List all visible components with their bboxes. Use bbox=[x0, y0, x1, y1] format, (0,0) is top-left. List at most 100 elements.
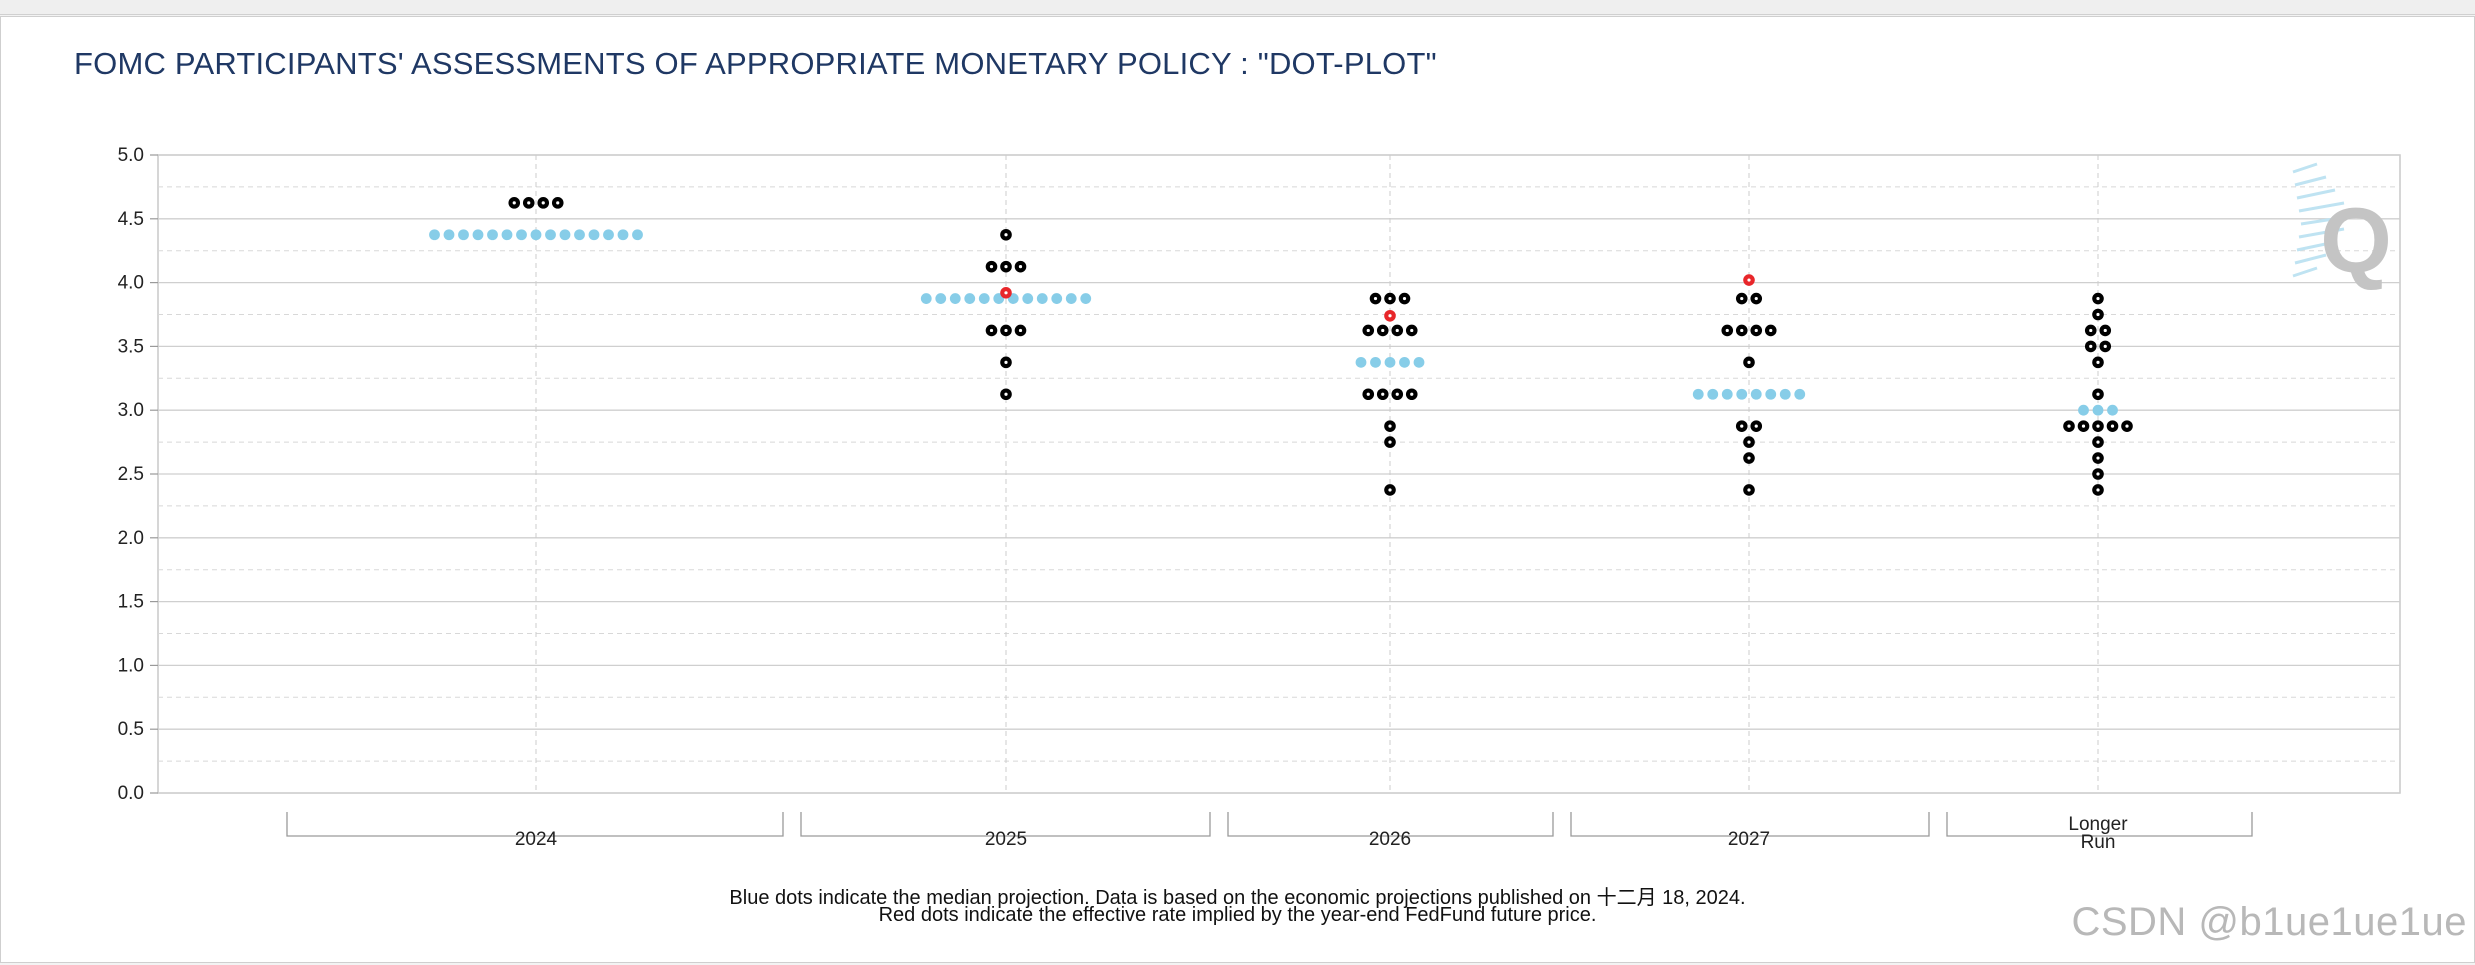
participant-dot-highlight bbox=[541, 201, 545, 205]
participant-dot-highlight bbox=[2096, 440, 2100, 444]
participant-dot-highlight bbox=[2096, 360, 2100, 364]
median-dot bbox=[443, 229, 455, 241]
watermark-text: CSDN @b1ue1ue1ue bbox=[2071, 900, 2467, 944]
logo-stripe bbox=[2296, 240, 2336, 252]
logo-stripe bbox=[2300, 214, 2354, 226]
futures-dot-highlight bbox=[1004, 291, 1008, 295]
participant-dot-highlight bbox=[1747, 488, 1751, 492]
participant-dot-highlight bbox=[1004, 265, 1008, 269]
median-dot bbox=[935, 293, 947, 304]
participant-dot-highlight bbox=[1381, 392, 1385, 396]
futures-dot-highlight bbox=[1747, 278, 1751, 282]
participant-dot-highlight bbox=[2067, 424, 2071, 428]
y-tick-label: 0.5 bbox=[118, 719, 144, 740]
logo-stripe bbox=[2292, 162, 2318, 174]
participant-dot-highlight bbox=[1388, 440, 1392, 444]
participant-dot-highlight bbox=[2125, 424, 2129, 428]
category-bracket bbox=[800, 812, 1211, 837]
x-category-label: 2025 bbox=[985, 829, 1027, 850]
footer-note-futures: Red dots indicate the effective rate imp… bbox=[878, 904, 1597, 926]
category-bracket bbox=[1570, 812, 1930, 837]
median-dot bbox=[978, 293, 990, 304]
median-dot bbox=[1051, 293, 1063, 304]
median-dot bbox=[1794, 388, 1806, 400]
participant-dot-highlight bbox=[556, 201, 560, 205]
participant-dot-highlight bbox=[989, 265, 994, 269]
participant-dot-highlight bbox=[2110, 424, 2115, 428]
participant-dot-highlight bbox=[1395, 328, 1399, 333]
median-dot bbox=[559, 229, 571, 241]
participant-dot-highlight bbox=[1366, 328, 1370, 333]
participant-dot-highlight bbox=[1018, 265, 1023, 269]
median-dot bbox=[487, 229, 498, 241]
median-dot bbox=[1692, 388, 1704, 400]
participant-dot-highlight bbox=[1725, 328, 1729, 333]
chart-panel bbox=[0, 16, 2475, 963]
participant-dot-highlight bbox=[2096, 312, 2100, 317]
participant-dot-highlight bbox=[1388, 488, 1392, 492]
participant-dot-highlight bbox=[2096, 456, 2100, 460]
x-category-label: 2027 bbox=[1728, 829, 1770, 850]
median-dot bbox=[1080, 293, 1092, 304]
median-dot bbox=[1707, 388, 1719, 400]
participant-dot-highlight bbox=[1381, 328, 1385, 333]
participant-dot-highlight bbox=[1402, 296, 1407, 301]
median-dot bbox=[1721, 388, 1733, 400]
logo-stripe bbox=[2298, 201, 2345, 213]
participant-dot-highlight bbox=[2096, 296, 2100, 301]
x-category-label: Longer bbox=[2068, 814, 2128, 835]
logo-stripe bbox=[2292, 266, 2318, 278]
y-tick-label: 2.0 bbox=[118, 528, 144, 549]
median-dot bbox=[458, 229, 469, 241]
participant-dot-highlight bbox=[1388, 424, 1392, 428]
category-bracket bbox=[1227, 812, 1554, 837]
median-dot bbox=[1036, 293, 1048, 304]
median-dot bbox=[545, 229, 556, 241]
y-tick-label: 4.5 bbox=[118, 209, 144, 230]
y-tick-label: 4.0 bbox=[118, 273, 144, 294]
participant-dot-highlight bbox=[1747, 440, 1751, 444]
participant-dot-highlight bbox=[1740, 424, 1744, 428]
participant-dot-highlight bbox=[527, 201, 531, 205]
logo-stripe bbox=[2294, 253, 2327, 265]
median-dot bbox=[949, 293, 961, 304]
median-dot bbox=[588, 229, 600, 241]
median-dot bbox=[2078, 404, 2089, 416]
x-category-label: 2026 bbox=[1369, 829, 1411, 850]
y-tick-label: 2.5 bbox=[118, 464, 144, 485]
grid-layer bbox=[157, 154, 2401, 794]
logo-letter: Q bbox=[2320, 190, 2392, 292]
median-dot bbox=[603, 229, 614, 241]
median-dot bbox=[2107, 404, 2118, 416]
median-dot bbox=[1750, 388, 1762, 400]
median-dot bbox=[429, 229, 440, 241]
x-category-label: 2024 bbox=[515, 829, 558, 850]
participant-dot-highlight bbox=[1373, 296, 1378, 301]
logo-stripe bbox=[2294, 175, 2327, 187]
participant-dot-highlight bbox=[1754, 424, 1758, 428]
category-bracket bbox=[1946, 812, 2253, 837]
logo-q-icon: Q bbox=[2292, 162, 2392, 292]
median-dot bbox=[632, 229, 643, 241]
participant-dot-highlight bbox=[1740, 328, 1744, 333]
median-dot bbox=[1022, 293, 1034, 304]
participant-dot-highlight bbox=[1395, 392, 1399, 396]
participant-dot-highlight bbox=[1004, 233, 1008, 237]
median-dot bbox=[2092, 404, 2104, 416]
participant-dot-highlight bbox=[1410, 392, 1414, 396]
y-tick-label: 5.0 bbox=[118, 145, 144, 166]
logo-stripe bbox=[2296, 188, 2336, 200]
footer-note-median: Blue dots indicate the median projection… bbox=[729, 887, 1746, 909]
median-dot bbox=[1065, 293, 1077, 304]
participant-dot-highlight bbox=[1004, 392, 1008, 396]
participant-dot-highlight bbox=[1747, 360, 1751, 364]
y-tick-label: 1.5 bbox=[118, 592, 144, 613]
median-dot bbox=[964, 293, 976, 304]
dot-layer bbox=[429, 197, 2133, 496]
category-bracket bbox=[286, 812, 784, 837]
participant-dot-highlight bbox=[2081, 424, 2086, 428]
participant-dot-highlight bbox=[1004, 360, 1008, 364]
participant-dot-highlight bbox=[1754, 296, 1758, 301]
